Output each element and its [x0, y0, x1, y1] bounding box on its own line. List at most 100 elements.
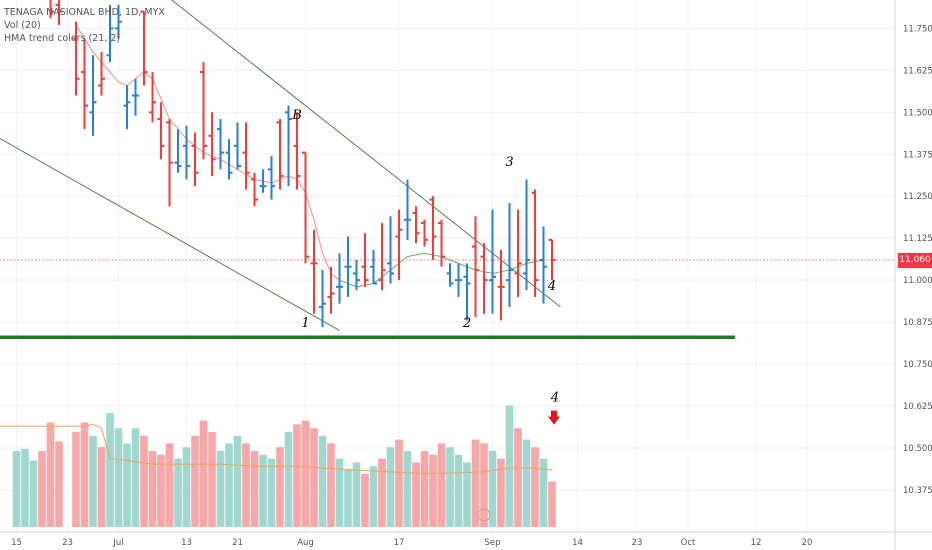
volume-bar: [548, 481, 556, 527]
ohlc-bar: [276, 119, 284, 190]
volume-bar: [259, 454, 267, 527]
ohlc-bar: [370, 249, 377, 285]
volume-bar: [310, 428, 318, 527]
x-tick-label: 17: [394, 538, 405, 548]
ohlc-bars: [49, 0, 556, 328]
volume-bar: [182, 447, 191, 527]
ohlc-bar: [506, 202, 513, 307]
volume-bar: [514, 428, 522, 527]
ohlc-bar: [115, 4, 122, 39]
ohlc-bar: [106, 4, 114, 62]
volume-bar: [46, 422, 55, 527]
ohlc-bar: [132, 78, 139, 116]
volume-bar: [21, 449, 29, 527]
volume-bar: [505, 405, 514, 527]
volume-bar: [318, 435, 327, 527]
volume-bar: [539, 458, 548, 527]
volume-bar: [284, 432, 293, 527]
volume-bar: [412, 462, 420, 527]
ohlc-bar: [497, 249, 505, 321]
ohlc-bar: [531, 189, 539, 297]
x-tick-label: Oct: [681, 538, 696, 548]
ohlc-bar: [183, 125, 190, 180]
volume-bar: [429, 454, 437, 527]
ohlc-bar: [149, 72, 156, 123]
ohlc-bar: [293, 112, 301, 190]
volume-bar: [437, 443, 446, 527]
ohlc-bar: [234, 122, 241, 170]
x-tick-label: 12: [751, 538, 762, 548]
chart-legend: TENAGA NASIONAL BHD, 1D, MYX Vol (20) HM…: [4, 6, 165, 45]
ohlc-bar: [174, 129, 182, 173]
volume-bar: [38, 451, 46, 527]
annotation-label: 4: [547, 279, 556, 294]
y-tick-label: 10.500: [903, 444, 932, 454]
volume-bar: [225, 443, 233, 527]
ohlc-bar: [98, 51, 105, 96]
volume-bar: [276, 447, 284, 527]
x-tick-label: 13: [181, 538, 192, 548]
volume-bar: [114, 428, 123, 527]
x-tick-label: Aug: [297, 538, 314, 548]
ohlc-bar: [361, 233, 369, 287]
volume-bar: [335, 458, 344, 527]
ohlc-bar: [259, 169, 267, 193]
annotation-label: 2: [462, 316, 471, 331]
ohlc-bar: [285, 105, 292, 187]
annotations-layer: AB12344: [291, 108, 560, 522]
volume-bar: [140, 435, 148, 527]
ohlc-bar: [540, 226, 547, 304]
volume-bar: [55, 441, 63, 527]
volume-bar: [123, 443, 131, 527]
ohlc-bar: [191, 132, 199, 187]
channel-lower-line: [0, 137, 340, 331]
x-tick-label: 23: [62, 538, 73, 548]
ohlc-bar: [208, 112, 216, 177]
ohlc-bar: [89, 55, 97, 136]
legend-volume[interactable]: Vol (20): [4, 20, 41, 31]
x-tick-label: 14: [572, 538, 583, 548]
ohlc-bar: [395, 209, 403, 281]
ohlc-bar: [225, 139, 233, 180]
annotation-label: B: [291, 108, 302, 123]
volume-bar: [29, 460, 38, 527]
ohlc-bar: [514, 209, 522, 297]
ohlc-bar: [310, 229, 318, 314]
y-tick-label: 11.000: [903, 276, 932, 286]
volume-ma-line: [0, 423, 553, 475]
volume-bar: [386, 447, 395, 527]
volume-bar: [216, 451, 225, 527]
volume-bar: [463, 462, 471, 527]
volume-bar: [106, 413, 114, 527]
ohlc-bar: [327, 266, 335, 314]
volume-ma-layer: [0, 423, 553, 475]
y-tick-label: 11.125: [903, 234, 932, 244]
volume-bar: [531, 447, 539, 527]
volume-bar: [97, 447, 106, 527]
ohlc-bar: [140, 10, 148, 86]
y-tick-label: 10.625: [903, 402, 932, 412]
ohlc-bar: [472, 216, 479, 318]
volume-bar: [250, 451, 259, 527]
volume-bar: [233, 435, 242, 527]
x-tick-label: 20: [802, 538, 813, 548]
ohlc-bar: [344, 236, 352, 297]
volume-bar: [378, 458, 386, 527]
volume-bar: [522, 439, 531, 527]
volume-bar: [369, 466, 378, 527]
ohlc-bar: [123, 85, 131, 130]
ohlc-bar: [200, 61, 207, 160]
legend-indicator[interactable]: HMA trend colors (21, 2): [4, 33, 121, 44]
volume-bar: [199, 420, 208, 527]
x-tick-label: 21: [232, 538, 243, 548]
legend-symbol[interactable]: TENAGA NASIONAL BHD, 1D, MYX: [4, 7, 165, 18]
ohlc-bar: [387, 216, 394, 284]
volume-bar: [420, 451, 429, 527]
volume-pane: [12, 405, 556, 527]
y-tick-label: 11.250: [903, 192, 932, 202]
volume-bar: [148, 451, 157, 527]
y-tick-label: 11.375: [903, 150, 932, 160]
volume-bar: [497, 458, 505, 527]
